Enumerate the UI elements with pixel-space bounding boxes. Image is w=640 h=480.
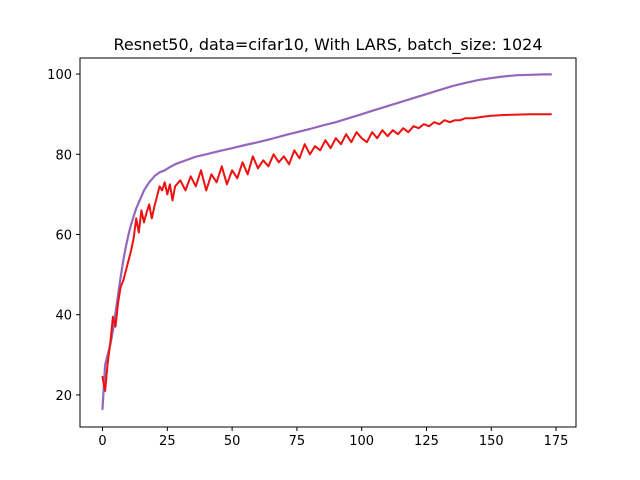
y-tick-label: 20 — [55, 389, 72, 404]
x-tick-label: 125 — [414, 434, 439, 449]
x-tick-label: 150 — [479, 434, 504, 449]
series-layer — [101, 73, 553, 411]
x-tick-label: 0 — [98, 434, 106, 449]
plot-area-frame — [79, 57, 577, 428]
y-tick-label: 80 — [55, 148, 72, 163]
series-line-purple — [101, 73, 553, 411]
x-tick-label: 100 — [349, 434, 374, 449]
x-tick-label: 25 — [159, 434, 176, 449]
x-tick-label: 50 — [224, 434, 241, 449]
axis-layer: 0 25 50 75 100 125 150 175 20 40 60 80 100 — [47, 68, 568, 449]
y-tick-label: 100 — [47, 68, 72, 83]
y-tick-label: 60 — [55, 228, 72, 243]
x-tick-label: 75 — [289, 434, 306, 449]
y-tick-label: 40 — [55, 309, 72, 324]
series-line-red — [101, 113, 552, 392]
chart-title: Resnet50, data=cifar10, With LARS, batch… — [113, 35, 542, 55]
x-tick-label: 175 — [544, 434, 569, 449]
